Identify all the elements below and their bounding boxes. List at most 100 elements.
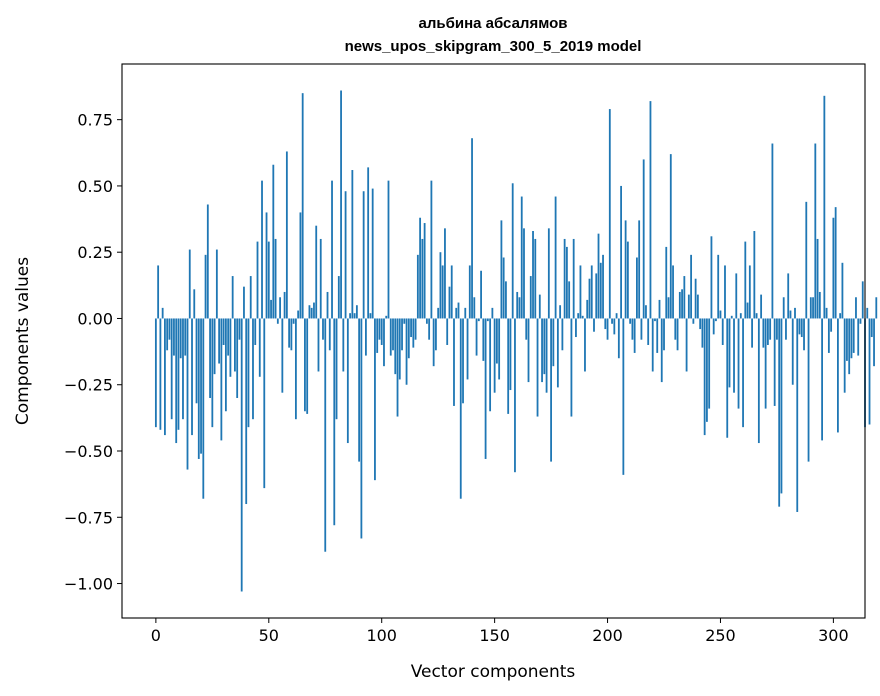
bar xyxy=(283,291,286,319)
bar xyxy=(437,307,440,319)
bar xyxy=(394,318,397,375)
bar xyxy=(484,318,487,459)
bar xyxy=(599,262,602,319)
bar xyxy=(410,318,412,338)
y-tick-label: −0.50 xyxy=(64,442,113,461)
bar xyxy=(340,90,342,319)
bar xyxy=(227,318,230,356)
bar xyxy=(331,180,333,319)
bar xyxy=(482,318,485,361)
bar xyxy=(446,318,449,345)
bar xyxy=(245,318,248,505)
y-tick-label: 0.50 xyxy=(77,177,113,196)
bar xyxy=(663,318,665,351)
bar xyxy=(202,318,205,499)
bar xyxy=(518,297,521,319)
bar xyxy=(638,220,641,319)
y-tick-label: 0.75 xyxy=(77,111,113,130)
bar xyxy=(636,257,638,319)
bar xyxy=(306,318,309,414)
bar xyxy=(748,265,751,319)
bar xyxy=(846,318,848,361)
plot-frame xyxy=(121,63,866,619)
bar xyxy=(209,318,211,398)
bar xyxy=(419,217,422,319)
bar xyxy=(281,318,284,393)
bar xyxy=(683,276,686,319)
bar xyxy=(857,318,860,356)
y-tick-label: −0.75 xyxy=(64,508,113,527)
bar xyxy=(371,188,374,319)
bar xyxy=(694,278,697,319)
bar xyxy=(766,318,769,345)
bar xyxy=(392,318,394,351)
y-tick-label: −0.25 xyxy=(64,376,113,395)
bar xyxy=(247,318,250,428)
bar xyxy=(367,167,370,319)
bar xyxy=(543,318,546,375)
bar xyxy=(674,318,677,340)
bar xyxy=(317,318,320,372)
bar xyxy=(798,318,801,335)
bar xyxy=(505,281,507,319)
bar xyxy=(276,318,279,324)
bar xyxy=(645,305,647,319)
bar xyxy=(527,318,530,383)
bar xyxy=(626,241,629,319)
bar xyxy=(706,318,708,422)
bar xyxy=(538,294,541,319)
bar xyxy=(297,310,300,319)
bar xyxy=(272,164,275,319)
bar xyxy=(514,318,516,473)
bar xyxy=(541,318,543,383)
bar xyxy=(669,154,672,319)
bar xyxy=(721,318,724,345)
bar xyxy=(154,318,157,428)
bar xyxy=(681,289,683,319)
bar xyxy=(755,313,758,319)
bar xyxy=(554,196,557,319)
bar xyxy=(737,318,740,409)
bar xyxy=(830,318,833,332)
bar xyxy=(450,265,453,319)
bar xyxy=(509,318,512,391)
bar xyxy=(827,318,830,353)
bar xyxy=(771,143,774,319)
bar xyxy=(466,318,469,380)
bar xyxy=(516,291,519,319)
bar xyxy=(164,318,166,436)
bar xyxy=(218,318,221,364)
bar xyxy=(211,318,214,428)
bar xyxy=(182,318,184,420)
bar xyxy=(581,315,584,319)
bar xyxy=(816,238,819,319)
bar xyxy=(739,313,742,319)
bar xyxy=(378,318,381,340)
bar xyxy=(676,318,679,351)
bar xyxy=(859,318,862,324)
bar xyxy=(593,318,595,332)
bar xyxy=(708,318,711,409)
bar xyxy=(762,318,765,348)
bar xyxy=(552,318,555,367)
bar xyxy=(380,318,383,345)
bar xyxy=(715,318,717,322)
bar xyxy=(529,276,532,319)
bar xyxy=(812,297,814,319)
bar xyxy=(186,318,189,470)
bar xyxy=(405,318,408,385)
bar xyxy=(785,318,787,340)
bar xyxy=(385,315,388,319)
bar xyxy=(597,233,600,319)
bar xyxy=(823,95,826,319)
bar xyxy=(220,318,223,441)
bar xyxy=(407,318,410,359)
bar xyxy=(170,318,173,420)
bar xyxy=(809,297,812,319)
bar xyxy=(764,318,767,409)
x-tick-label: 200 xyxy=(592,626,623,645)
bar xyxy=(200,318,202,454)
bar xyxy=(685,318,688,372)
bar xyxy=(818,291,821,319)
